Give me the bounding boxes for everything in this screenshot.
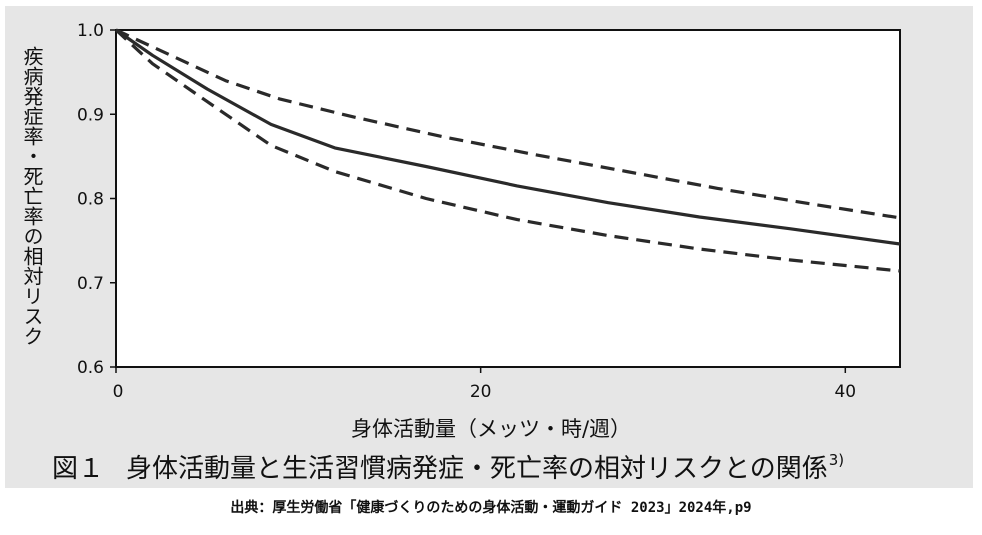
relative-risk-line (115, 28, 901, 246)
y-tick-label: 1.0 (77, 21, 104, 41)
x-tick-label: 0 (113, 382, 124, 402)
y-tick-label: 0.6 (77, 358, 104, 378)
x-tick-label: 40 (834, 382, 856, 402)
y-tick-label: 0.9 (77, 105, 104, 125)
figure-number: 図１ (52, 454, 105, 484)
lower-confidence-line (114, 28, 901, 273)
figure-caption: 図１ 身体活動量と生活習慣病発症・死亡率の相対リスクとの関係3) (52, 448, 844, 485)
source-note: 出典：厚生労働省「健康づくりのための身体活動・運動ガイド 2023」2024年,… (230, 500, 752, 516)
caption-text: 身体活動量と生活習慣病発症・死亡率の相対リスクとの関係 (126, 454, 828, 484)
x-axis-label: 身体活動量（メッツ・時/週） (350, 417, 632, 441)
y-tick-label: 0.8 (77, 190, 104, 210)
caption-reference: 3) (828, 451, 845, 469)
upper-confidence-line (115, 28, 901, 220)
x-tick-label: 20 (470, 382, 492, 402)
y-axis-label: 疾病発症率・死亡率の相対リスク (20, 46, 44, 346)
y-tick-label: 0.7 (77, 274, 104, 294)
